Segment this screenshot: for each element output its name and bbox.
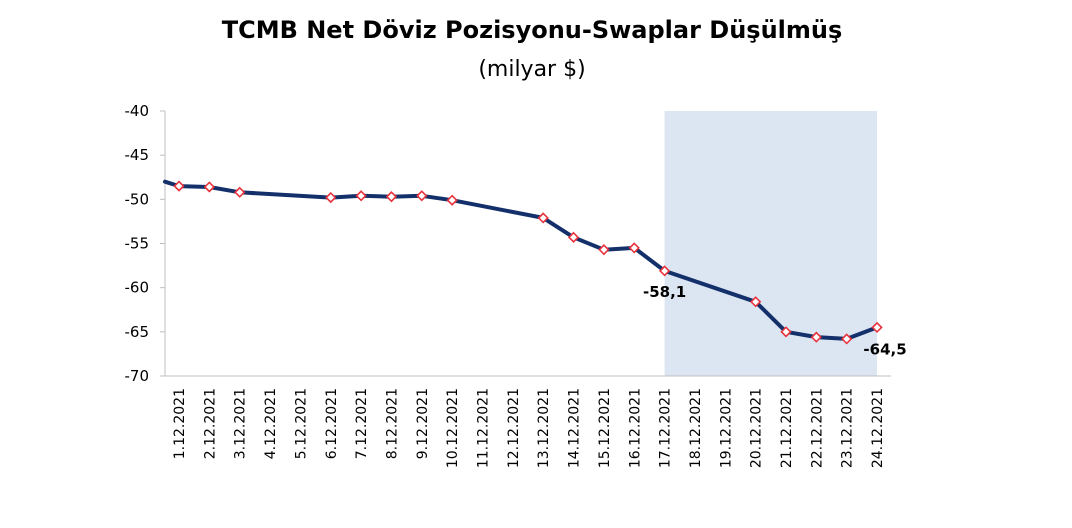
data-point-marker [234, 186, 246, 198]
data-point-marker [567, 231, 580, 243]
data-point-marker [658, 265, 671, 277]
x-tick-label: 10.12.2021 [445, 388, 461, 468]
data-point-marker [780, 326, 792, 338]
x-tick-label: 8.12.2021 [384, 388, 400, 459]
data-point-marker [173, 180, 185, 192]
x-tick-label: 21.12.2021 [779, 388, 795, 468]
y-tick-label: -55 [125, 235, 150, 253]
data-label-layer: -58,1 -64,5 [643, 283, 907, 359]
x-tick-label: 2.12.2021 [202, 388, 218, 459]
data-point-marker [628, 242, 640, 254]
x-tick-label: 16.12.2021 [627, 388, 643, 468]
data-label: -58,1 [643, 283, 686, 301]
x-tick-label: 11.12.2021 [476, 388, 492, 468]
y-tick-label: -50 [125, 190, 150, 208]
highlight-layer [664, 111, 878, 376]
x-tick-label: 6.12.2021 [324, 388, 340, 459]
data-point-marker [841, 333, 853, 345]
data-point-marker [810, 331, 822, 343]
chart-subtitle: (milyar $) [478, 57, 585, 82]
x-tick-label: 24.12.2021 [870, 388, 886, 468]
x-tick-label: 5.12.2021 [293, 388, 309, 459]
x-tick-label: 1.12.2021 [172, 388, 188, 459]
x-tick-label: 12.12.2021 [506, 388, 522, 468]
x-tick-label: 23.12.2021 [840, 388, 856, 468]
marker-layer [173, 180, 883, 345]
data-point-marker [598, 244, 610, 256]
y-tick-label: -70 [125, 367, 150, 385]
x-tick-label: 3.12.2021 [233, 388, 249, 459]
data-point-marker [416, 190, 428, 202]
x-tick-label: 9.12.2021 [415, 388, 431, 459]
data-point-marker [871, 321, 883, 334]
x-tick-label: 14.12.2021 [567, 388, 583, 468]
data-point-marker [750, 296, 762, 308]
x-tick-label: 4.12.2021 [263, 388, 279, 459]
chart-title: TCMB Net Döviz Pozisyonu-Swaplar Düşülmü… [222, 16, 843, 44]
data-label: -64,5 [863, 340, 906, 358]
y-tick-label: -40 [125, 102, 150, 120]
x-tick-label: 13.12.2021 [536, 388, 552, 468]
y-axis-ticks: -40 -45 -50 -55 -60 -65 -70 [125, 102, 165, 385]
y-tick-label: -65 [125, 323, 150, 341]
x-tick-label: 22.12.2021 [809, 388, 825, 468]
data-point-marker [203, 181, 215, 193]
x-axis-ticks: 1.12.2021 2.12.2021 3.12.2021 4.12.2021 5.12… [172, 388, 886, 468]
x-tick-label: 20.12.2021 [749, 388, 765, 468]
y-tick-label: -45 [125, 146, 150, 164]
data-point-marker [325, 191, 337, 204]
highlight-band [664, 111, 878, 376]
x-tick-label: 19.12.2021 [718, 388, 734, 468]
data-point-marker [537, 212, 549, 224]
data-point-marker [385, 191, 398, 203]
x-tick-label: 7.12.2021 [354, 388, 370, 459]
x-tick-label: 15.12.2021 [597, 388, 613, 468]
y-tick-label: -60 [125, 279, 150, 297]
data-point-marker [446, 194, 458, 206]
x-tick-label: 18.12.2021 [688, 388, 704, 468]
data-point-marker [355, 190, 367, 202]
x-tick-label: 17.12.2021 [658, 388, 674, 468]
